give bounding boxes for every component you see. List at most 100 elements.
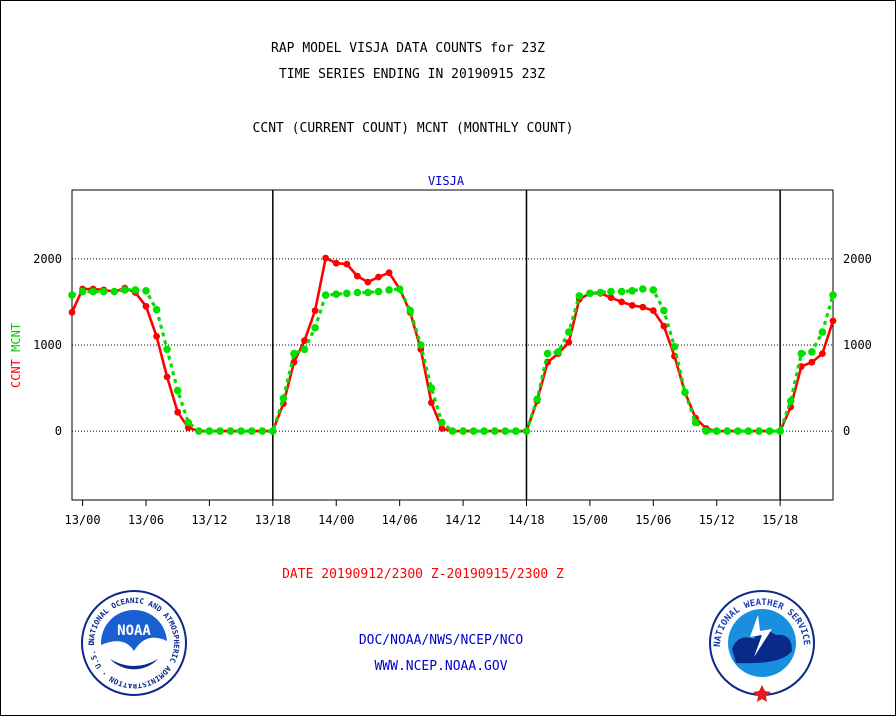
- org-line: DOC/NOAA/NWS/NCEP/NCO: [359, 633, 524, 648]
- data-point-mcnt: [818, 328, 827, 336]
- data-point-mcnt: [321, 291, 330, 299]
- data-point-mcnt: [121, 286, 129, 294]
- data-point-ccnt: [142, 302, 150, 310]
- data-point-mcnt: [533, 395, 541, 404]
- plot-area: 0 0 1000 1000 2000 2000 13/00 13/06 13/12 13/18 14…: [33, 189, 872, 527]
- y-axis-label: CCNT MCNT: [9, 323, 23, 388]
- data-point-mcnt: [723, 427, 732, 435]
- data-point-mcnt: [385, 286, 393, 294]
- chart-subtitle: CCNT (CURRENT COUNT) MCNT (MONTHLY COUNT…: [253, 121, 574, 136]
- data-point-ccnt: [68, 308, 76, 316]
- data-point-mcnt: [269, 427, 277, 435]
- data-point-mcnt: [195, 427, 203, 435]
- data-point-mcnt: [607, 287, 615, 296]
- y-tick-label-right: 1000: [843, 338, 872, 352]
- data-point-ccnt: [565, 339, 573, 346]
- data-point-mcnt: [353, 288, 362, 297]
- data-point-mcnt: [596, 288, 605, 297]
- data-point-ccnt: [332, 259, 340, 267]
- data-point-ccnt: [174, 408, 182, 416]
- data-point-mcnt: [575, 292, 584, 300]
- data-point-mcnt: [469, 427, 478, 435]
- url-line: WWW.NCEP.NOAA.GOV: [374, 659, 507, 674]
- data-point-mcnt: [829, 291, 837, 299]
- data-point-ccnt: [808, 358, 816, 366]
- data-point-mcnt: [681, 388, 689, 397]
- y-tick-label-left: 0: [55, 424, 62, 438]
- data-point-ccnt: [354, 272, 361, 280]
- data-point-mcnt: [543, 349, 552, 358]
- x-tick-label: 13/18: [255, 513, 291, 527]
- data-point-mcnt: [554, 348, 562, 356]
- data-point-mcnt: [205, 427, 214, 435]
- data-point-mcnt: [131, 286, 140, 294]
- data-point-mcnt: [300, 345, 309, 354]
- data-point-ccnt: [375, 273, 382, 281]
- data-point-ccnt: [385, 269, 393, 277]
- data-point-ccnt: [639, 303, 647, 311]
- y-axis-label-mcnt: MCNT: [9, 323, 23, 352]
- data-point-mcnt: [491, 427, 499, 435]
- data-point-ccnt: [829, 317, 837, 325]
- data-point-mcnt: [755, 427, 763, 435]
- y-tick-label-right: 2000: [843, 252, 872, 266]
- data-point-ccnt: [649, 307, 657, 314]
- data-point-mcnt: [522, 427, 531, 435]
- data-point-mcnt: [110, 287, 119, 296]
- data-point-mcnt: [374, 287, 383, 296]
- data-point-mcnt: [237, 427, 245, 435]
- data-point-mcnt: [152, 305, 161, 314]
- data-point-mcnt: [142, 287, 150, 295]
- data-point-mcnt: [512, 427, 520, 435]
- data-point-mcnt: [691, 418, 700, 427]
- data-point-ccnt: [322, 254, 330, 262]
- y-tick-label-left: 2000: [33, 252, 62, 266]
- data-point-mcnt: [247, 427, 256, 435]
- data-point-mcnt: [78, 287, 87, 296]
- x-tick-label: 15/06: [635, 513, 671, 527]
- data-point-mcnt: [565, 328, 573, 336]
- series-line-mcnt: [71, 287, 835, 433]
- data-point-mcnt: [776, 427, 784, 435]
- plot-title: VISJA: [428, 174, 465, 188]
- date-range-label: DATE 20190912/2300 Z-20190915/2300 Z: [282, 567, 564, 582]
- data-point-mcnt: [786, 397, 795, 405]
- data-point-ccnt: [438, 425, 446, 432]
- data-point-mcnt: [406, 306, 415, 315]
- data-point-mcnt: [808, 348, 816, 356]
- data-point-ccnt: [153, 333, 161, 340]
- data-point-mcnt: [99, 287, 108, 296]
- data-point-mcnt: [290, 349, 298, 358]
- x-tick-label: 14/18: [508, 513, 544, 527]
- data-point-mcnt: [734, 427, 742, 435]
- data-point-mcnt: [459, 427, 467, 435]
- y-tick-label-left: 1000: [33, 338, 62, 352]
- noaa-logo-text: NOAA: [117, 623, 151, 639]
- data-point-mcnt: [649, 286, 658, 294]
- data-point-mcnt: [617, 287, 626, 296]
- x-tick-label: 13/12: [191, 513, 227, 527]
- x-tick-label: 13/06: [128, 513, 164, 527]
- data-point-ccnt: [364, 278, 372, 286]
- data-point-ccnt: [311, 307, 319, 314]
- data-point-mcnt: [628, 287, 636, 295]
- data-point-ccnt: [301, 337, 308, 345]
- data-point-ccnt: [163, 373, 171, 381]
- data-point-mcnt: [427, 384, 436, 392]
- nws-logo: NATIONAL WEATHER SERVICE: [709, 590, 815, 702]
- data-point-mcnt: [660, 306, 668, 315]
- x-tick-label: 15/00: [572, 513, 608, 527]
- data-point-mcnt: [343, 289, 351, 298]
- data-point-mcnt: [765, 427, 774, 435]
- data-point-mcnt: [395, 285, 404, 293]
- data-point-mcnt: [670, 342, 679, 351]
- data-point-ccnt: [819, 350, 826, 357]
- data-point-ccnt: [618, 298, 625, 306]
- data-point-mcnt: [68, 291, 76, 299]
- data-point-mcnt: [480, 427, 489, 435]
- chart-title-line2: TIME SERIES ENDING IN 20190915 23Z: [279, 67, 545, 82]
- y-tick-label-right: 0: [843, 424, 850, 438]
- data-point-mcnt: [744, 427, 753, 435]
- data-point-mcnt: [173, 386, 182, 395]
